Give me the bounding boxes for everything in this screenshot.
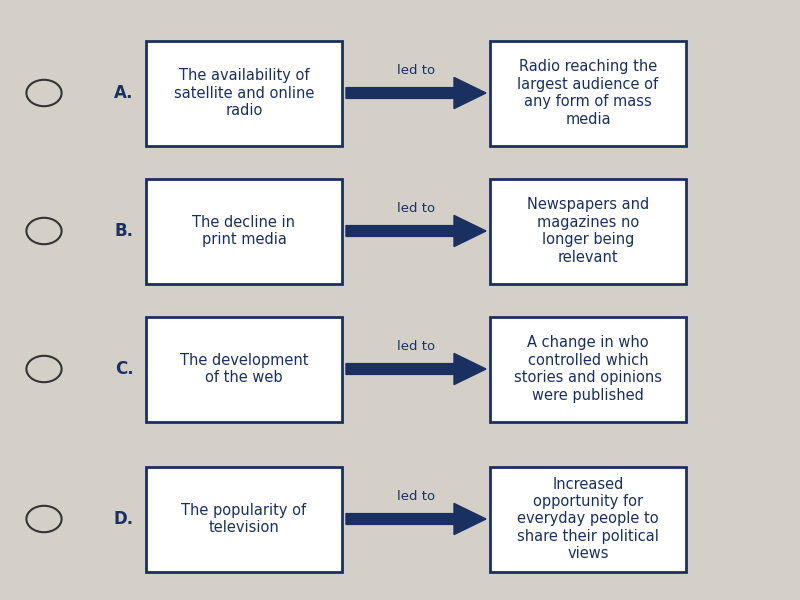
- Text: The popularity of
television: The popularity of television: [182, 503, 306, 535]
- Text: C.: C.: [114, 360, 134, 378]
- Text: Increased
opportunity for
everyday people to
share their political
views: Increased opportunity for everyday peopl…: [517, 476, 659, 562]
- Text: led to: led to: [397, 340, 435, 353]
- FancyBboxPatch shape: [490, 41, 686, 146]
- FancyBboxPatch shape: [490, 467, 686, 571]
- Circle shape: [26, 506, 62, 532]
- Text: led to: led to: [397, 64, 435, 77]
- Text: The development
of the web: The development of the web: [180, 353, 308, 385]
- FancyBboxPatch shape: [146, 467, 342, 571]
- Polygon shape: [346, 353, 486, 385]
- Text: led to: led to: [397, 490, 435, 503]
- Text: D.: D.: [114, 510, 134, 528]
- Text: A.: A.: [114, 84, 134, 102]
- Text: Radio reaching the
largest audience of
any form of mass
media: Radio reaching the largest audience of a…: [518, 59, 658, 127]
- Circle shape: [26, 218, 62, 244]
- Text: Newspapers and
magazines no
longer being
relevant: Newspapers and magazines no longer being…: [527, 197, 649, 265]
- Circle shape: [26, 356, 62, 382]
- FancyBboxPatch shape: [146, 179, 342, 283]
- FancyBboxPatch shape: [490, 179, 686, 283]
- Text: The decline in
print media: The decline in print media: [193, 215, 295, 247]
- Text: led to: led to: [397, 202, 435, 215]
- Text: The availability of
satellite and online
radio: The availability of satellite and online…: [174, 68, 314, 118]
- Polygon shape: [346, 77, 486, 109]
- Polygon shape: [346, 503, 486, 535]
- Text: B.: B.: [114, 222, 134, 240]
- FancyBboxPatch shape: [146, 41, 342, 146]
- Text: A change in who
controlled which
stories and opinions
were published: A change in who controlled which stories…: [514, 335, 662, 403]
- Circle shape: [26, 80, 62, 106]
- FancyBboxPatch shape: [146, 317, 342, 421]
- Polygon shape: [346, 215, 486, 247]
- FancyBboxPatch shape: [490, 317, 686, 421]
